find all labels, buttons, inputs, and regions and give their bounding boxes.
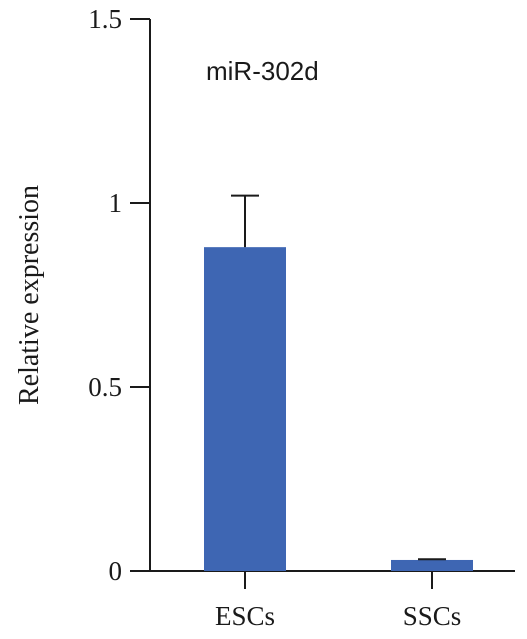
y-tick-label: 1 <box>109 188 123 218</box>
bar-SSCs <box>391 559 473 571</box>
y-tick-label: 0.5 <box>88 372 122 402</box>
bars <box>204 194 473 571</box>
chart-annotation: miR-302d <box>206 56 319 86</box>
y-tick-label: 0 <box>109 556 123 586</box>
x-category-label: SSCs <box>403 601 462 631</box>
y-tick-label: 1.5 <box>88 4 122 34</box>
x-category-label: ESCs <box>215 601 275 631</box>
y-axis-title: Relative expression <box>14 185 45 405</box>
labels: 0 0.5 1 1.5 ESCs SSCs <box>88 4 461 631</box>
axes <box>130 18 515 589</box>
bar-ESCs <box>204 247 286 571</box>
